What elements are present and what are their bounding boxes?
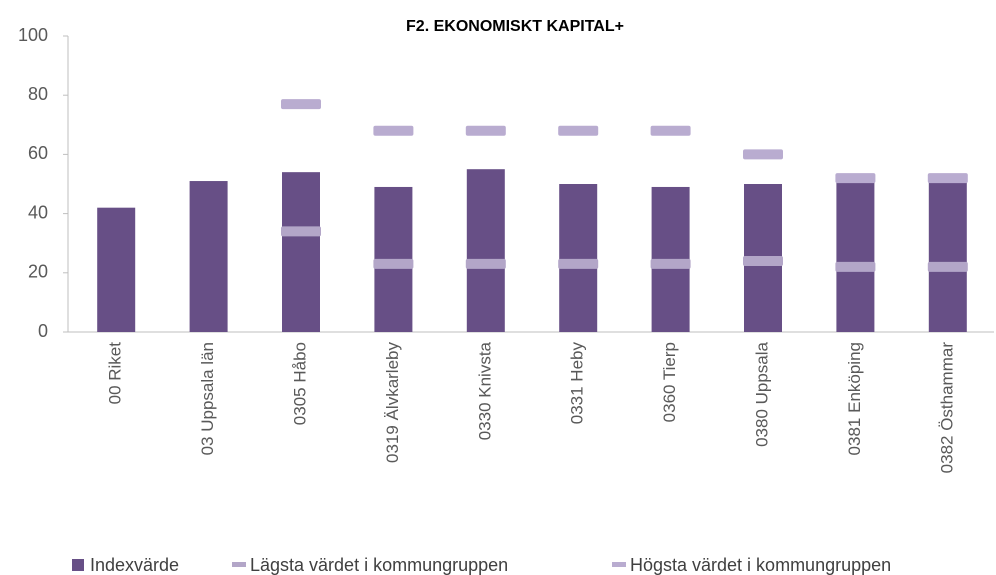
marker [743,149,783,160]
marker [743,255,783,266]
legend-label: Högsta värdet i kommungruppen [630,555,891,575]
marker [373,125,414,136]
legend-label: Indexvärde [90,555,179,575]
marker [373,258,414,269]
marker [465,258,506,269]
bar [466,169,505,332]
marker [558,258,599,269]
y-tick-label: 60 [28,143,48,163]
marker [835,173,876,184]
legend-label: Lägsta värdet i kommungruppen [250,555,508,575]
x-tick-label: 00 Riket [106,342,125,405]
legend-swatch [72,559,84,571]
marker [281,99,321,110]
bar [928,178,967,332]
chart-title: F2. EKONOMISKT KAPITAL+ [406,18,624,35]
x-tick-label: 03 Uppsala län [198,342,217,455]
x-tick-label: 0360 Tierp [660,342,679,422]
legend-swatch [612,562,626,567]
x-tick-label: 0319 Älvkarleby [383,342,402,463]
x-tick-label: 0331 Heby [568,342,587,425]
marker [650,125,691,136]
marker [558,125,599,136]
x-tick-label: 0380 Uppsala [752,341,771,446]
marker [927,173,968,184]
x-tick-label: 0330 Knivsta [475,341,494,440]
y-tick-label: 40 [28,202,48,222]
y-tick-label: 0 [38,321,48,341]
bar [97,207,136,332]
marker [650,258,691,269]
legend-swatch [232,562,246,567]
x-tick-label: 0382 Östhammar [937,342,956,474]
x-tick-label: 0381 Enköping [845,342,864,455]
bar [189,181,228,332]
bar [282,172,320,332]
marker [927,261,968,272]
x-tick-label: 0305 Håbo [290,342,309,425]
marker [835,261,876,272]
marker [281,226,321,237]
y-tick-label: 80 [28,84,48,104]
bar [559,184,598,332]
y-tick-label: 20 [28,262,48,282]
y-tick-label: 100 [18,25,48,45]
bar [836,178,875,332]
marker [465,125,506,136]
